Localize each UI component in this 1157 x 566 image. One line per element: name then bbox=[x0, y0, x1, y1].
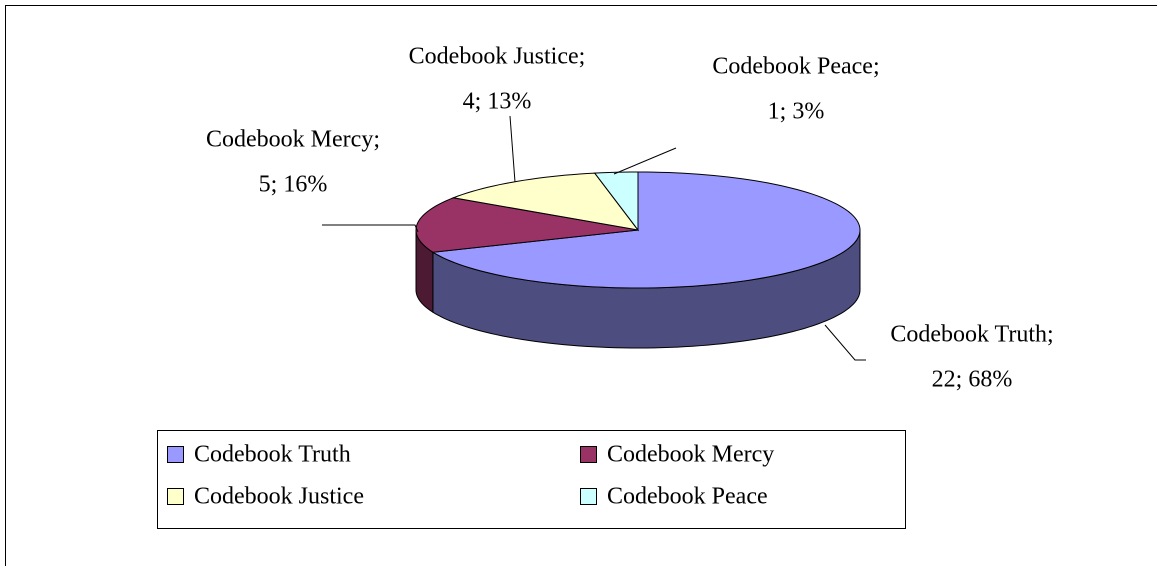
data-label-name: Codebook Justice; bbox=[409, 44, 586, 70]
slice-top bbox=[593, 171, 639, 232]
leader-line bbox=[613, 147, 677, 175]
data-label-value: 5; 16% bbox=[259, 172, 328, 198]
data-label-value: 22; 68% bbox=[932, 367, 1013, 393]
data-label-name: Codebook Mercy; bbox=[206, 127, 380, 153]
leader-line bbox=[322, 224, 419, 233]
legend-swatch bbox=[580, 488, 597, 505]
legend-swatch bbox=[167, 488, 184, 505]
leader-line bbox=[824, 324, 866, 361]
data-label-value: 1; 3% bbox=[768, 99, 825, 125]
legend-box bbox=[157, 430, 906, 529]
legend-swatch bbox=[167, 446, 184, 463]
slice-top bbox=[431, 171, 861, 289]
data-label-name: Codebook Peace; bbox=[712, 54, 879, 80]
data-label-value: 4; 13% bbox=[463, 89, 532, 115]
leader-line bbox=[509, 115, 516, 183]
legend-swatch bbox=[580, 446, 597, 463]
data-label-name: Codebook Truth; bbox=[890, 322, 1053, 348]
legend-label: Codebook Mercy bbox=[607, 442, 774, 468]
legend-label: Codebook Peace bbox=[607, 484, 768, 510]
legend-label: Codebook Justice bbox=[194, 484, 364, 510]
legend-label: Codebook Truth bbox=[194, 442, 351, 468]
slice-top bbox=[415, 197, 639, 253]
